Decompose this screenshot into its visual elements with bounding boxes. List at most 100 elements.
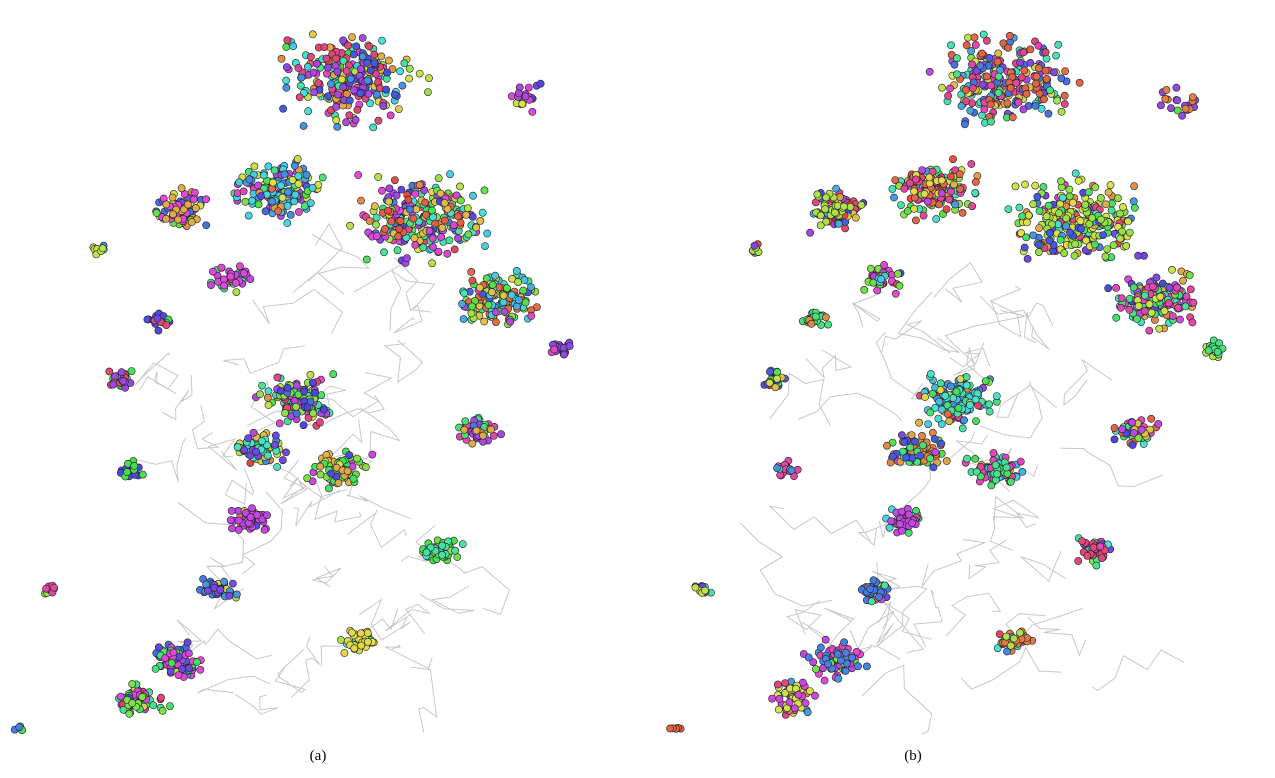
road	[945, 311, 1025, 364]
point	[292, 403, 299, 410]
point	[1189, 94, 1196, 101]
point	[995, 89, 1002, 96]
point	[966, 401, 973, 408]
point	[983, 37, 990, 44]
point	[1057, 236, 1064, 243]
point	[343, 119, 350, 126]
point	[896, 282, 903, 289]
point	[788, 467, 795, 474]
point	[439, 542, 446, 549]
point	[228, 507, 235, 514]
point	[416, 181, 423, 188]
point	[323, 55, 330, 62]
point	[271, 167, 278, 174]
point	[981, 106, 988, 113]
panel-label: (a)	[310, 748, 327, 764]
point	[178, 185, 185, 192]
point	[1046, 237, 1053, 244]
point	[988, 82, 995, 89]
point	[1032, 80, 1039, 87]
point	[375, 117, 382, 124]
point	[507, 318, 514, 325]
point	[847, 203, 854, 210]
point	[258, 382, 265, 389]
point	[371, 60, 378, 67]
point	[817, 212, 824, 219]
point	[889, 185, 896, 192]
road	[420, 586, 474, 613]
point	[457, 219, 464, 226]
point	[450, 222, 457, 229]
point	[277, 182, 284, 189]
point	[867, 586, 874, 593]
point	[849, 654, 856, 661]
point	[347, 222, 354, 229]
point	[232, 279, 239, 286]
point	[769, 695, 776, 702]
point	[1125, 218, 1132, 225]
point	[1186, 272, 1193, 279]
point	[988, 118, 995, 125]
point	[396, 225, 403, 232]
point	[508, 93, 515, 100]
road	[235, 694, 278, 714]
point	[870, 577, 877, 584]
point	[1007, 642, 1014, 649]
point	[1035, 249, 1042, 256]
point	[1017, 458, 1024, 465]
point	[328, 470, 335, 477]
point	[892, 290, 899, 297]
point	[352, 116, 359, 123]
point	[1040, 96, 1047, 103]
point	[1017, 59, 1024, 66]
point	[529, 108, 536, 115]
point	[831, 209, 838, 216]
point	[1146, 327, 1153, 334]
point	[429, 235, 436, 242]
point	[1113, 284, 1120, 291]
point	[346, 112, 353, 119]
point	[128, 368, 135, 375]
point	[397, 217, 404, 224]
point	[952, 201, 959, 208]
point	[204, 587, 211, 594]
point	[235, 517, 242, 524]
point	[432, 220, 439, 227]
point	[967, 107, 974, 114]
point	[969, 85, 976, 92]
point	[503, 285, 510, 292]
point	[1007, 84, 1014, 91]
point	[300, 122, 307, 129]
point	[901, 185, 908, 192]
point	[938, 84, 945, 91]
point	[1135, 302, 1142, 309]
road	[293, 224, 343, 293]
point	[1116, 210, 1123, 217]
point	[808, 320, 815, 327]
point	[269, 198, 276, 205]
point	[185, 665, 192, 672]
point	[365, 90, 372, 97]
road	[385, 340, 422, 382]
point	[1063, 215, 1070, 222]
point	[1043, 75, 1050, 82]
point	[271, 441, 278, 448]
point	[152, 665, 159, 672]
point	[169, 194, 176, 201]
point	[1131, 183, 1138, 190]
point	[350, 87, 357, 94]
point	[1076, 79, 1083, 86]
point	[324, 64, 331, 71]
point	[207, 282, 214, 289]
point	[487, 426, 494, 433]
road	[990, 497, 1023, 551]
point	[979, 81, 986, 88]
point	[501, 308, 508, 315]
point	[325, 93, 332, 100]
point	[473, 427, 480, 434]
point	[1174, 97, 1181, 104]
point	[837, 657, 844, 664]
point	[990, 449, 997, 456]
point	[1146, 301, 1153, 308]
point	[446, 237, 453, 244]
